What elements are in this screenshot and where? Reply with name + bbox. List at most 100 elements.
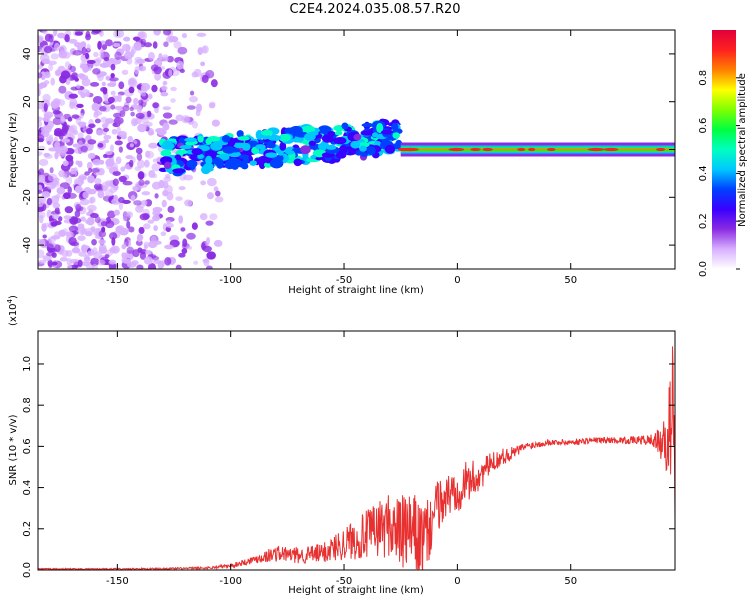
noise-speck (122, 214, 128, 222)
noise-speck (168, 119, 178, 125)
noise-speck (121, 252, 127, 259)
snr-axis-ticks: -150 -100 -50 0 50 0.0 0.2 0.4 0.6 0.8 1.0 (22, 331, 675, 587)
noise-speck (121, 134, 127, 140)
noise-speck (85, 218, 94, 225)
noise-speck (67, 264, 73, 269)
noise-speck (136, 159, 145, 169)
noise-speck (178, 252, 186, 258)
noise-speck (177, 46, 188, 55)
noise-speck (128, 86, 135, 94)
noise-speck (213, 186, 219, 192)
noise-speck (100, 221, 108, 227)
noise-speck (90, 226, 96, 232)
noise-speck (183, 174, 194, 181)
noise-speck (50, 77, 56, 86)
band-blob (376, 122, 384, 133)
noise-speck (47, 173, 58, 182)
noise-speck (81, 78, 91, 87)
noise-speck (206, 251, 216, 260)
band-blob (334, 130, 343, 136)
noise-speck (109, 186, 118, 193)
colorbar-tick-label: 0.4 (698, 165, 709, 181)
noise-speck (82, 191, 89, 199)
noise-speck (65, 154, 74, 162)
carrier-hotspot (528, 147, 536, 152)
band-blob (265, 152, 278, 158)
noise-speck (138, 99, 144, 106)
noise-speck (38, 64, 43, 70)
x-tick-label: -50 (336, 576, 352, 587)
noise-speck (162, 122, 170, 131)
noise-speck (85, 52, 90, 60)
noise-speck (87, 175, 95, 184)
noise-speck (54, 152, 59, 160)
noise-speck (175, 196, 183, 201)
noise-speck (215, 190, 221, 197)
noise-speck (108, 247, 118, 254)
snr-panel: -150 -100 -50 0 50 0.0 0.2 0.4 0.6 0.8 1.0 Height … (6, 295, 676, 596)
noise-speck (101, 44, 108, 51)
noise-speck (150, 64, 159, 72)
noise-speck (82, 67, 88, 73)
noise-speck (96, 57, 102, 63)
noise-speck (38, 214, 44, 224)
noise-speck (48, 261, 53, 269)
noise-speck (99, 49, 104, 59)
noise-speck (77, 223, 85, 229)
noise-speck (122, 258, 131, 264)
noise-speck (71, 217, 82, 224)
noise-speck (133, 120, 138, 125)
noise-speck (189, 90, 195, 96)
noise-speck (108, 58, 116, 63)
noise-speck (52, 117, 63, 126)
noise-speck (38, 158, 49, 167)
noise-speck (58, 85, 67, 94)
noise-speck (50, 53, 59, 60)
noise-speck (162, 54, 169, 60)
noise-speck (109, 144, 115, 153)
noise-speck (42, 30, 48, 35)
noise-speck (84, 171, 90, 176)
spectrogram-marks (38, 30, 675, 269)
noise-speck (141, 199, 148, 206)
band-blob (366, 146, 376, 156)
snr-series-line (38, 346, 675, 570)
band-blob (310, 154, 317, 160)
noise-speck (151, 163, 161, 172)
noise-speck (211, 119, 220, 127)
noise-speck (73, 247, 80, 253)
noise-speck (186, 232, 196, 240)
noise-speck (102, 153, 108, 159)
noise-speck (186, 245, 193, 250)
noise-speck (109, 232, 118, 240)
noise-speck (38, 145, 46, 152)
noise-speck (140, 84, 146, 92)
noise-speck (77, 121, 87, 126)
band-blob (160, 142, 175, 150)
noise-speck (124, 51, 133, 60)
noise-speck (113, 194, 119, 202)
noise-speck (41, 222, 51, 228)
noise-speck (59, 45, 67, 54)
snr-xlabel: Height of straight line (km) (288, 585, 424, 596)
band-blob (163, 161, 172, 170)
noise-speck (200, 61, 206, 67)
band-blob (221, 134, 231, 143)
noise-speck (81, 46, 87, 56)
noise-speck (140, 38, 147, 45)
noise-speck (112, 171, 121, 176)
noise-speck (150, 235, 157, 243)
noise-speck (87, 204, 97, 212)
band-blob (179, 145, 192, 150)
band-blob (255, 144, 266, 150)
noise-speck (209, 213, 218, 221)
noise-speck (85, 127, 93, 135)
noise-speck (86, 59, 96, 65)
carrier-hotspot (470, 147, 481, 152)
noise-speck (65, 231, 74, 239)
noise-speck (89, 197, 94, 204)
noise-speck (153, 225, 158, 232)
spectrogram-xlabel: Height of straight line (km) (288, 285, 424, 296)
noise-speck (132, 249, 140, 258)
noise-speck (72, 50, 83, 56)
